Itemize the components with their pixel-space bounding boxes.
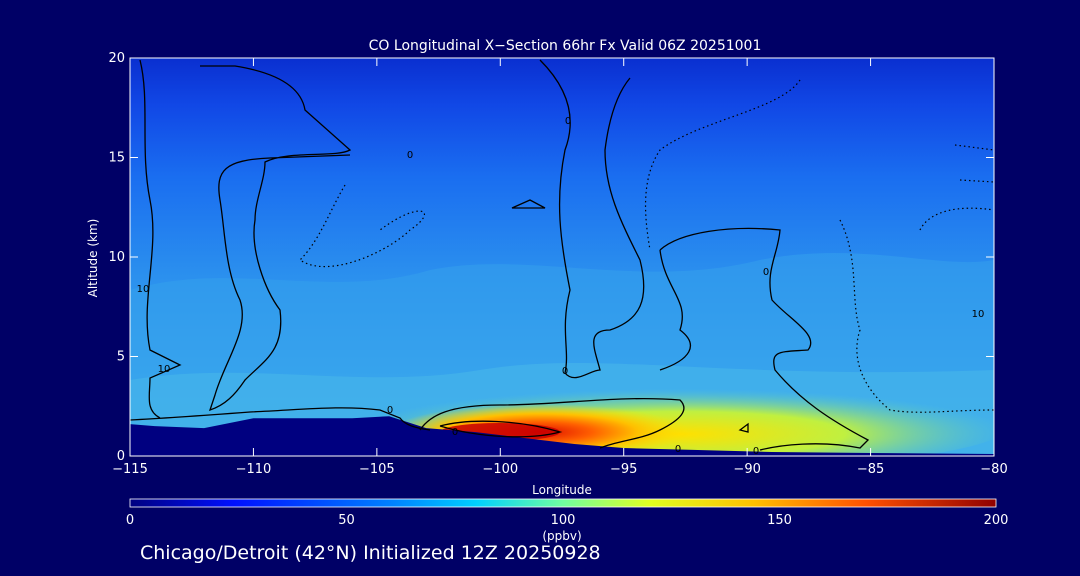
- x-axis: −115 −110 −105 −100 −95 −90 −85 −80: [112, 58, 1008, 477]
- contour-label: 0: [562, 366, 568, 377]
- y-tick-label: 20: [108, 51, 125, 66]
- x-tick-label: −105: [359, 462, 395, 477]
- x-tick-label: −110: [236, 462, 272, 477]
- colorbar-ticks: 0 50 100 150 200: [126, 513, 1009, 528]
- contour-label: 0: [452, 427, 458, 438]
- colorbar-tick-label: 0: [126, 513, 134, 528]
- initialization-footer: Chicago/Detroit (42°N) Initialized 12Z 2…: [140, 542, 601, 564]
- colorbar-unit-label: (ppbv): [542, 529, 581, 543]
- colorbar: [129, 498, 997, 508]
- y-axis: 0 5 10 15 20: [108, 51, 994, 464]
- colorbar-tick-label: 100: [551, 513, 576, 528]
- x-tick-label: −100: [482, 462, 518, 477]
- x-tick-label: −95: [610, 462, 637, 477]
- contour-label: 10: [972, 309, 985, 320]
- x-tick-label: −80: [980, 462, 1007, 477]
- co-field: [130, 58, 994, 456]
- contour-label: 10: [158, 364, 171, 375]
- contour-label: 0: [763, 267, 769, 278]
- contour-label: 10: [137, 284, 150, 295]
- terrain: [130, 416, 994, 456]
- y-axis-label: Altitude (km): [86, 219, 100, 298]
- x-tick-label: −115: [112, 462, 148, 477]
- colorbar-tick-label: 150: [767, 513, 792, 528]
- colorbar-tick-label: 200: [984, 513, 1009, 528]
- colorbar-tick-label: 50: [338, 513, 355, 528]
- x-tick-label: −90: [733, 462, 760, 477]
- contour-label-layer: 0 0 0 0 0 0 0 0 10 10 10: [137, 116, 985, 457]
- contour-label: 0: [565, 116, 571, 127]
- contour-lines-dotted: [299, 79, 994, 413]
- contour-label: 0: [675, 444, 681, 455]
- chart-title: CO Longitudinal X−Section 66hr Fx Valid …: [369, 38, 762, 54]
- y-tick-label: 15: [108, 151, 125, 166]
- x-tick-label: −85: [857, 462, 884, 477]
- y-tick-label: 10: [108, 250, 125, 265]
- contour-lines: [130, 59, 870, 451]
- x-axis-label: Longitude: [532, 483, 592, 497]
- contour-label: 0: [407, 150, 413, 161]
- y-tick-label: 0: [117, 449, 125, 464]
- y-tick-label: 5: [117, 350, 125, 365]
- contour-label: 0: [753, 446, 759, 457]
- contour-label: 0: [387, 405, 393, 416]
